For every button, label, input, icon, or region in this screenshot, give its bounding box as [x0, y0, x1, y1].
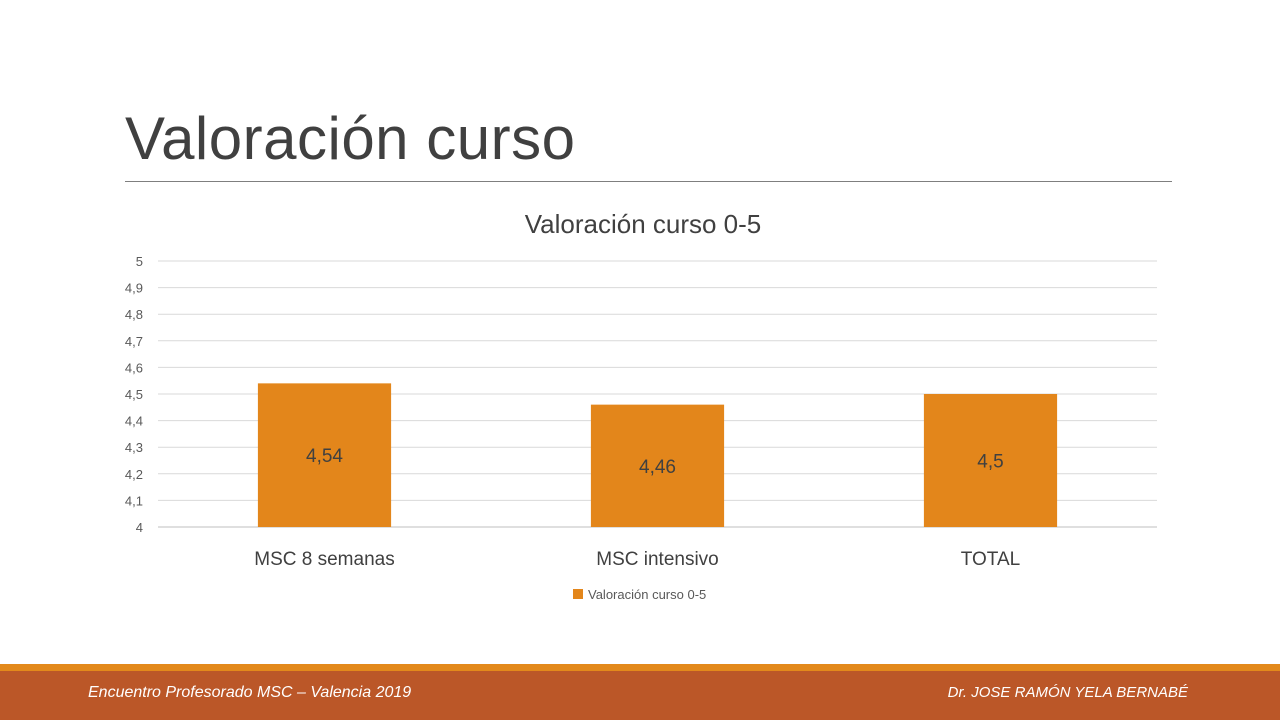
- footer-author-text: Dr. JOSE RAMÓN YELA BERNABÉ: [947, 684, 1188, 701]
- legend-label: Valoración curso 0-5: [588, 587, 706, 602]
- x-category-label: MSC intensivo: [596, 549, 719, 570]
- y-tick-label: 4,3: [125, 440, 143, 455]
- bar-data-label: 4,54: [306, 446, 343, 467]
- y-tick-label: 4,8: [125, 307, 143, 322]
- y-tick-label: 4,7: [125, 334, 143, 349]
- chart-title: Valoración curso 0-5: [525, 209, 762, 239]
- x-category-label: TOTAL: [961, 549, 1020, 570]
- bar: [590, 404, 725, 527]
- bar: [257, 383, 392, 527]
- y-tick-label: 4,5: [125, 387, 143, 402]
- bar-chart: Valoración curso 0-5 4 4,1 4,2 4,3 4,4 4,5 4,6…: [125, 209, 1157, 602]
- y-tick-label: 4,9: [125, 281, 143, 296]
- y-tick-label: 4,6: [125, 360, 143, 375]
- y-tick-label: 4,2: [125, 467, 143, 482]
- title-divider: [125, 181, 1172, 182]
- y-tick-label: 4,1: [125, 493, 143, 508]
- footer-accent-stripe: [0, 664, 1280, 671]
- footer-bar: [0, 671, 1280, 720]
- x-category-label: MSC 8 semanas: [254, 549, 394, 570]
- bar: [923, 394, 1058, 527]
- y-tick-label: 5: [136, 254, 143, 269]
- bar-data-label: 4,5: [977, 452, 1003, 473]
- legend-swatch: [573, 589, 583, 599]
- slide-title: Valoración curso: [125, 105, 576, 172]
- bar-data-label: 4,46: [639, 457, 676, 478]
- y-tick-label: 4: [136, 520, 143, 535]
- y-tick-label: 4,4: [125, 414, 143, 429]
- footer-event-text: Encuentro Profesorado MSC – Valencia 201…: [88, 684, 412, 701]
